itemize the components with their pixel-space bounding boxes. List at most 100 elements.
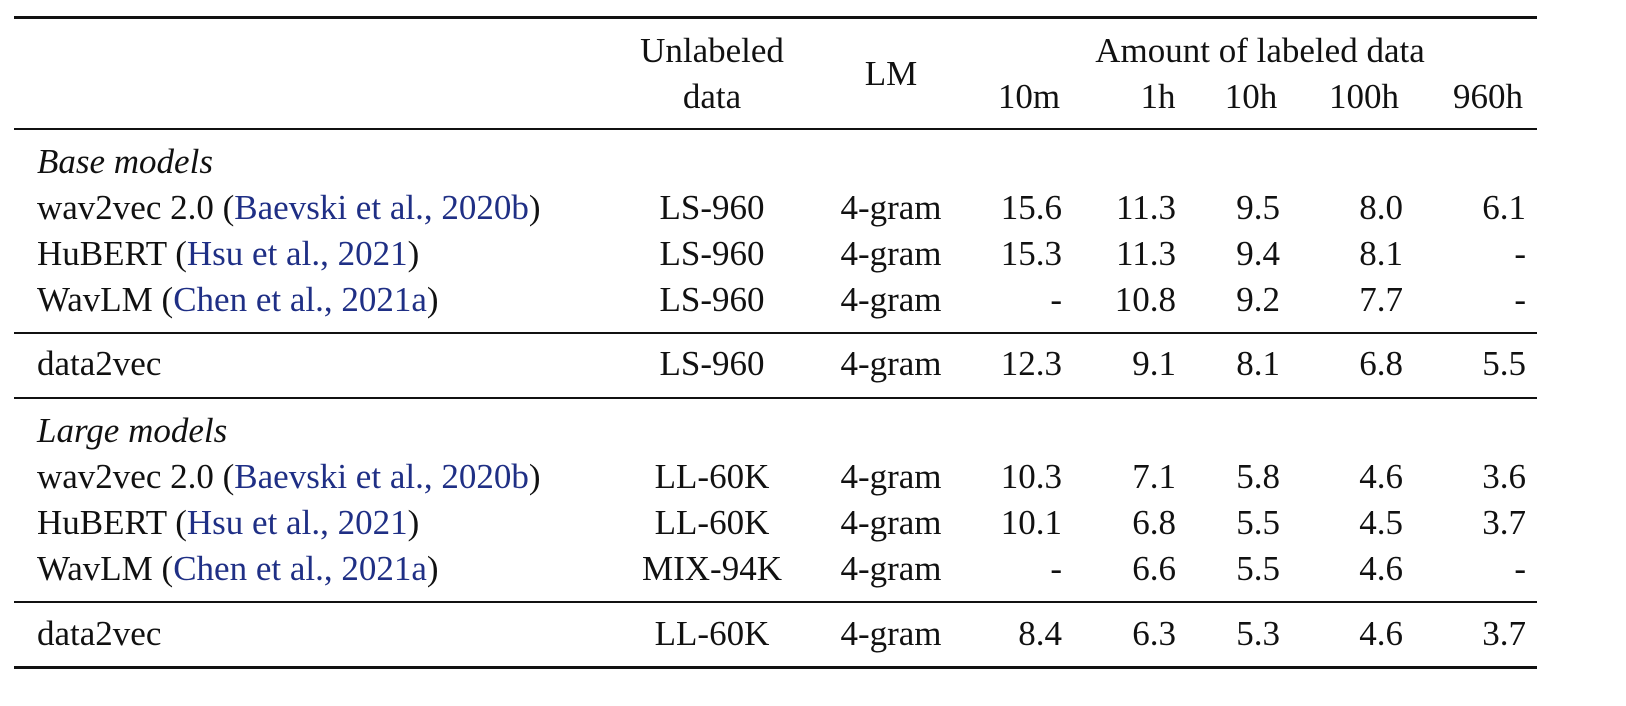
model-name-cell: wav2vec 2.0 (Baevski et al., 2020b) [37,457,540,497]
lm-cell: 4-gram [840,503,942,542]
model-name: wav2vec 2.0 [37,188,214,227]
paren-open: ( [152,280,174,319]
lm-cell: 4-gram [840,549,942,588]
value-960h: - [1514,549,1526,588]
value-100h: 4.6 [1359,457,1403,496]
model-name: data2vec [37,344,162,383]
large-ours-rule [14,601,1537,603]
unlabeled-cell: LS-960 [659,280,765,319]
header-lm: LM [864,54,918,93]
value-10m: - [1050,549,1062,588]
value-100h: 8.0 [1359,188,1403,227]
value-10h: 5.5 [1236,503,1280,542]
unlabeled-cell: MIX-94K [642,549,782,588]
value-960h: - [1514,280,1526,319]
header-amount-labeled: Amount of labeled data [1095,31,1425,70]
header-col-960h: 960h [1453,77,1523,116]
unlabeled-cell: LS-960 [659,188,765,227]
paren-open: ( [166,234,187,273]
unlabeled-cell: LL-60K [654,614,770,653]
header-col-10m: 10m [997,77,1061,116]
header-unlabeled-line1: Unlabeled [640,31,784,70]
paren-close: ) [426,280,439,319]
value-100h: 4.6 [1359,549,1403,588]
value-10h: 9.4 [1236,234,1280,273]
value-100h: 6.8 [1359,344,1403,383]
paren-close: ) [528,188,541,227]
value-10m: 10.1 [1000,503,1062,542]
value-10m: 15.3 [1000,234,1062,273]
value-10m: 15.6 [1000,188,1062,227]
unlabeled-cell: LS-960 [659,234,765,273]
value-960h: 5.5 [1482,344,1526,383]
value-10h: 9.5 [1236,188,1280,227]
citation-link[interactable]: Hsu et al., 2021 [186,234,408,273]
value-1h: 10.8 [1114,280,1176,319]
value-1h: 7.1 [1132,457,1176,496]
citation-link[interactable]: Chen et al., 2021a [173,549,427,588]
section-title-base: Base models [37,142,213,181]
value-10m: 8.4 [1018,614,1062,653]
lm-cell: 4-gram [840,457,942,496]
paren-open: ( [213,188,235,227]
paren-open: ( [166,503,187,542]
lm-cell: 4-gram [840,344,942,383]
citation-link[interactable]: Hsu et al., 2021 [186,503,408,542]
lm-cell: 4-gram [840,614,942,653]
value-100h: 4.5 [1359,503,1403,542]
model-name-cell: WavLM (Chen et al., 2021a) [37,280,439,320]
model-name-cell: wav2vec 2.0 (Baevski et al., 2020b) [37,188,540,228]
value-960h: - [1514,234,1526,273]
header-col-10h: 10h [1224,77,1278,116]
value-960h: 3.6 [1482,457,1526,496]
value-1h: 6.6 [1132,549,1176,588]
model-name: WavLM [37,280,153,319]
lm-cell: 4-gram [840,234,942,273]
value-1h: 11.3 [1116,234,1176,273]
base-end-rule [14,397,1537,399]
value-10h: 5.3 [1236,614,1280,653]
header-col-1h: 1h [1140,77,1176,116]
unlabeled-cell: LL-60K [654,457,770,496]
model-name: data2vec [37,614,162,653]
unlabeled-cell: LL-60K [654,503,770,542]
value-1h: 9.1 [1132,344,1176,383]
lm-cell: 4-gram [840,188,942,227]
model-name-cell: HuBERT (Hsu et al., 2021) [37,234,419,274]
section-title-large: Large models [37,411,228,450]
value-10m: 10.3 [1000,457,1062,496]
model-name: wav2vec 2.0 [37,457,214,496]
value-10h: 9.2 [1236,280,1280,319]
model-name: HuBERT [37,503,167,542]
paren-close: ) [426,549,439,588]
value-1h: 11.3 [1116,188,1176,227]
value-960h: 6.1 [1482,188,1526,227]
citation-link[interactable]: Chen et al., 2021a [173,280,427,319]
model-name-cell: HuBERT (Hsu et al., 2021) [37,503,419,543]
value-10m: - [1050,280,1062,319]
paren-close: ) [528,457,541,496]
value-10h: 5.8 [1236,457,1280,496]
model-name: HuBERT [37,234,167,273]
model-name-cell: WavLM (Chen et al., 2021a) [37,549,439,589]
value-100h: 7.7 [1359,280,1403,319]
citation-link[interactable]: Baevski et al., 2020b [234,457,529,496]
base-ours-rule [14,332,1537,334]
lm-cell: 4-gram [840,280,942,319]
value-100h: 8.1 [1359,234,1403,273]
top-rule [14,16,1537,19]
header-unlabeled-line2: data [682,77,742,116]
model-name: WavLM [37,549,153,588]
paren-close: ) [407,503,420,542]
paren-open: ( [152,549,174,588]
citation-link[interactable]: Baevski et al., 2020b [234,188,529,227]
header-rule [14,128,1537,130]
value-100h: 4.6 [1359,614,1403,653]
value-1h: 6.8 [1132,503,1176,542]
value-960h: 3.7 [1482,614,1526,653]
header-col-100h: 100h [1329,77,1399,116]
value-10h: 8.1 [1236,344,1280,383]
unlabeled-cell: LS-960 [659,344,765,383]
value-10h: 5.5 [1236,549,1280,588]
bottom-rule [14,666,1537,669]
